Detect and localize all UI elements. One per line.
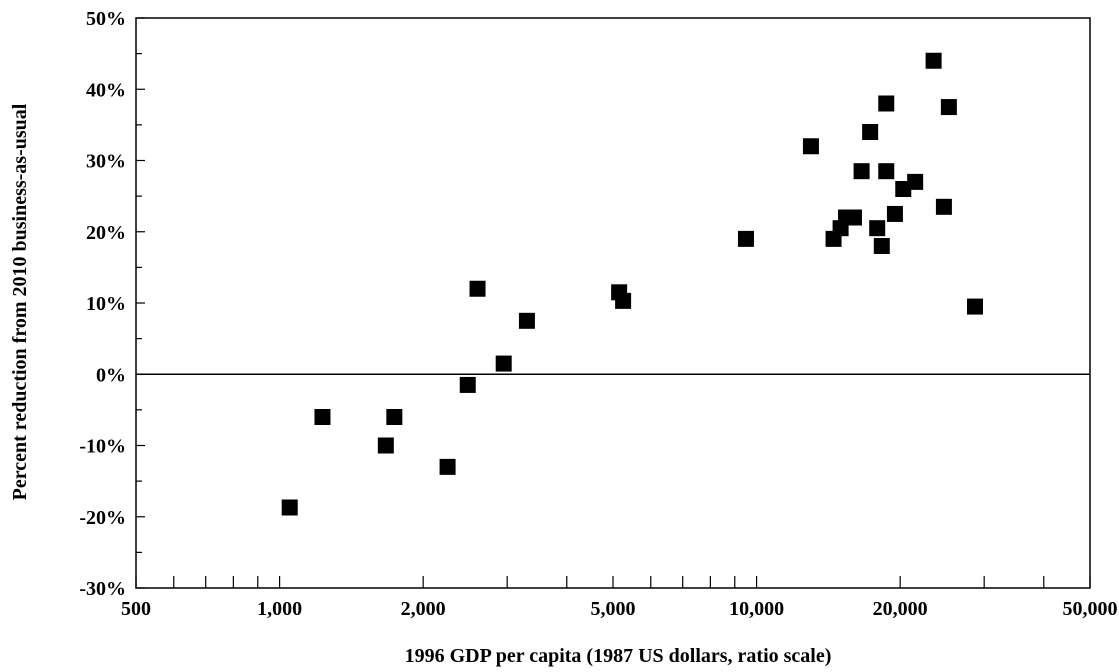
data-point <box>314 409 331 425</box>
x-tick-label: 50,000 <box>1063 598 1118 620</box>
data-point <box>886 205 903 222</box>
data-point <box>377 437 394 454</box>
data-point <box>802 138 819 155</box>
data-point <box>853 163 870 180</box>
data-point <box>907 173 924 190</box>
data-point <box>925 52 942 69</box>
data-point <box>878 95 895 112</box>
data-point <box>469 280 486 297</box>
data-point <box>386 409 403 425</box>
x-axis: 500 1,000 2,000 5,000 10,000 20,000 50,000 <box>121 576 1118 620</box>
data-point <box>940 99 957 116</box>
y-tick-label: 10% <box>86 293 126 315</box>
y-tick-label: 0% <box>96 364 126 386</box>
x-tick-label: 10,000 <box>729 598 784 620</box>
y-tick-label: -30% <box>79 578 126 600</box>
data-point <box>862 124 879 140</box>
y-tick-label: -10% <box>79 436 126 458</box>
data-point <box>869 220 886 237</box>
y-tick-label: -20% <box>79 507 126 529</box>
data-point <box>845 209 862 226</box>
y-tick-label: 30% <box>86 151 126 173</box>
y-tick-label: 50% <box>86 8 126 30</box>
y-tick-label: 20% <box>86 222 126 244</box>
x-tick-label: 5,000 <box>591 598 636 620</box>
x-tick-label: 1,000 <box>257 598 302 620</box>
y-axis-title: Percent reduction from 2010 business-as-… <box>9 103 31 500</box>
y-axis: -30% -20% -10% 0% 10% 20% 30% 40% 50% <box>79 8 145 600</box>
data-point <box>878 163 895 180</box>
x-tick-label: 20,000 <box>873 598 928 620</box>
data-point <box>495 355 512 372</box>
data-points <box>281 52 984 516</box>
x-tick-label: 2,000 <box>401 598 446 620</box>
data-point <box>518 312 535 329</box>
x-tick-label: 500 <box>121 598 151 620</box>
data-point <box>873 238 890 254</box>
x-axis-title: 1996 GDP per capita (1987 US dollars, ra… <box>405 645 832 667</box>
data-point <box>439 458 456 475</box>
data-point <box>967 298 984 315</box>
data-point <box>737 230 754 247</box>
data-point <box>615 292 632 309</box>
data-point <box>281 499 298 516</box>
data-point <box>459 376 476 393</box>
y-tick-label: 40% <box>86 79 126 101</box>
data-point <box>935 198 952 215</box>
